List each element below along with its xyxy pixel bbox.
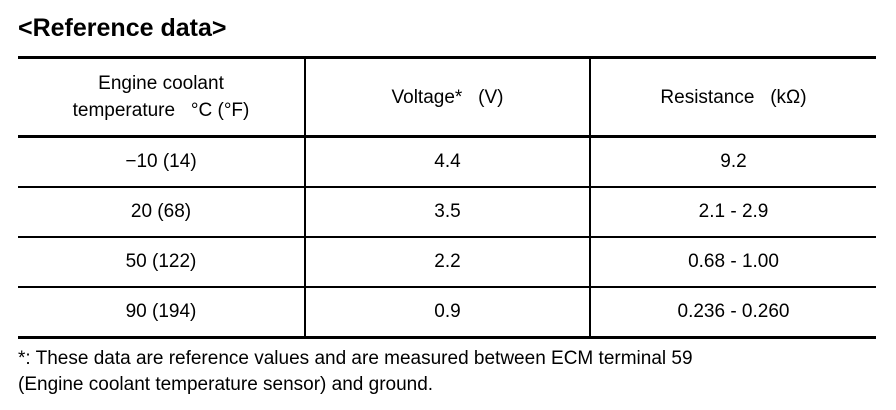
table-cell: 0.68 - 1.00 xyxy=(589,237,876,288)
table-cell: 0.236 - 0.260 xyxy=(589,287,876,339)
table-row: 90 (194) 0.9 0.236 - 0.260 xyxy=(18,287,876,339)
reference-table: Engine coolant temperature °C (°F) Voltage… xyxy=(18,56,876,339)
header-row: Engine coolant temperature °C (°F) Voltage… xyxy=(18,56,876,138)
header-cell: Engine coolant temperature °C (°F) xyxy=(18,56,305,138)
footnote-line: (Engine coolant temperature sensor) and … xyxy=(18,374,434,395)
table-cell: 4.4 xyxy=(304,136,590,188)
header-line: Voltage* (V) xyxy=(391,86,504,108)
table-cell: 9.2 xyxy=(589,136,876,188)
table-body: Engine coolant temperature °C (°F) Voltage… xyxy=(18,56,876,339)
table-cell: −10 (14) xyxy=(18,136,305,188)
header-line: Resistance (kΩ) xyxy=(660,86,807,108)
header-cell: Resistance (kΩ) xyxy=(589,56,876,138)
header-line: Engine coolant xyxy=(98,73,224,94)
title: <Reference data> xyxy=(18,14,227,42)
footnote: *: These data are reference values and a… xyxy=(18,346,693,398)
header-line: temperature °C (°F) xyxy=(72,100,250,121)
table-cell: 2.1 - 2.9 xyxy=(589,187,876,238)
table-row: −10 (14) 4.4 9.2 xyxy=(18,136,876,188)
table-cell: 3.5 xyxy=(304,187,590,238)
table-cell: 2.2 xyxy=(304,237,590,288)
table-cell: 0.9 xyxy=(304,287,590,339)
table-row: 50 (122) 2.2 0.68 - 1.00 xyxy=(18,237,876,288)
table-cell: 50 (122) xyxy=(18,237,305,288)
table-row: 20 (68) 3.5 2.1 - 2.9 xyxy=(18,187,876,238)
header-cell: Voltage* (V) xyxy=(304,56,590,138)
footnote-line: *: These data are reference values and a… xyxy=(18,348,693,369)
table-cell: 20 (68) xyxy=(18,187,305,238)
table-cell: 90 (194) xyxy=(18,287,305,339)
